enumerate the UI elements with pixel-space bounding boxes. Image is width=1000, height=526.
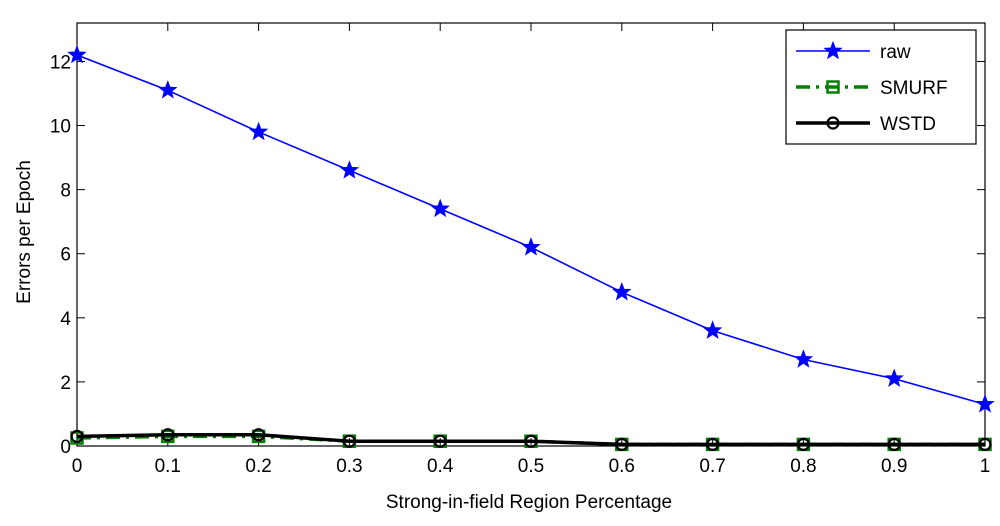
x-tick-label: 0.1 bbox=[155, 456, 181, 477]
data-point-raw bbox=[67, 44, 87, 64]
data-point-raw bbox=[339, 160, 360, 179]
x-tick-label: 0.9 bbox=[881, 456, 907, 477]
y-tick-label: 2 bbox=[60, 373, 71, 394]
data-point-wstd bbox=[705, 437, 720, 451]
data-point-wstd bbox=[161, 428, 175, 442]
x-tick-label: 0.8 bbox=[790, 456, 816, 477]
legend-marker-raw bbox=[823, 40, 843, 60]
y-axis-label: Errors per Epoch bbox=[14, 160, 35, 304]
data-point-raw bbox=[702, 320, 723, 339]
y-tick-label: 4 bbox=[60, 309, 71, 330]
x-tick-label: 0 bbox=[72, 456, 83, 477]
x-tick-label: 0.2 bbox=[245, 456, 271, 477]
data-point-wstd bbox=[887, 437, 901, 451]
data-point-wstd bbox=[978, 437, 992, 451]
data-point-raw bbox=[884, 368, 904, 387]
x-tick-label: 0.4 bbox=[427, 456, 454, 477]
data-point-raw bbox=[158, 80, 178, 99]
data-point-wstd bbox=[615, 437, 629, 451]
legend-marker-smurf bbox=[826, 80, 840, 94]
data-point-wstd bbox=[70, 429, 84, 443]
series-line-wstd bbox=[76, 433, 985, 447]
legend-marker-wstd bbox=[826, 116, 840, 130]
data-point-raw bbox=[975, 394, 995, 413]
data-point-wstd bbox=[796, 437, 811, 451]
data-point-wstd bbox=[252, 428, 266, 442]
data-point-raw bbox=[612, 281, 632, 301]
data-point-raw bbox=[430, 198, 450, 218]
y-tick-label: 10 bbox=[50, 117, 71, 138]
series-raw bbox=[67, 44, 995, 413]
series-layer bbox=[67, 44, 995, 452]
data-point-raw bbox=[248, 121, 269, 141]
y-tick-label: 12 bbox=[50, 52, 71, 73]
series-wstd bbox=[70, 428, 992, 451]
data-point-raw bbox=[793, 349, 814, 368]
legend-label-smurf: SMURF bbox=[880, 78, 948, 99]
x-tick-label: 1 bbox=[980, 456, 991, 477]
x-tick-label: 0.5 bbox=[518, 456, 544, 477]
legend: raw SMURF WSTD bbox=[785, 29, 977, 145]
data-point-wstd bbox=[433, 434, 447, 448]
legend-label-wstd: WSTD bbox=[880, 114, 936, 135]
x-axis-label: Strong-in-field Region Percentage bbox=[386, 492, 672, 513]
x-tick-label: 0.6 bbox=[609, 456, 635, 477]
data-point-wstd bbox=[524, 434, 538, 448]
y-tick-label: 8 bbox=[60, 181, 71, 202]
y-tick-label: 0 bbox=[60, 437, 71, 458]
data-point-raw bbox=[521, 237, 541, 256]
y-tick-label: 6 bbox=[60, 245, 71, 266]
legend-label-raw: raw bbox=[880, 42, 911, 63]
x-tick-label: 0.3 bbox=[336, 456, 362, 477]
data-point-wstd bbox=[342, 434, 356, 448]
x-tick-label: 0.7 bbox=[699, 456, 725, 477]
